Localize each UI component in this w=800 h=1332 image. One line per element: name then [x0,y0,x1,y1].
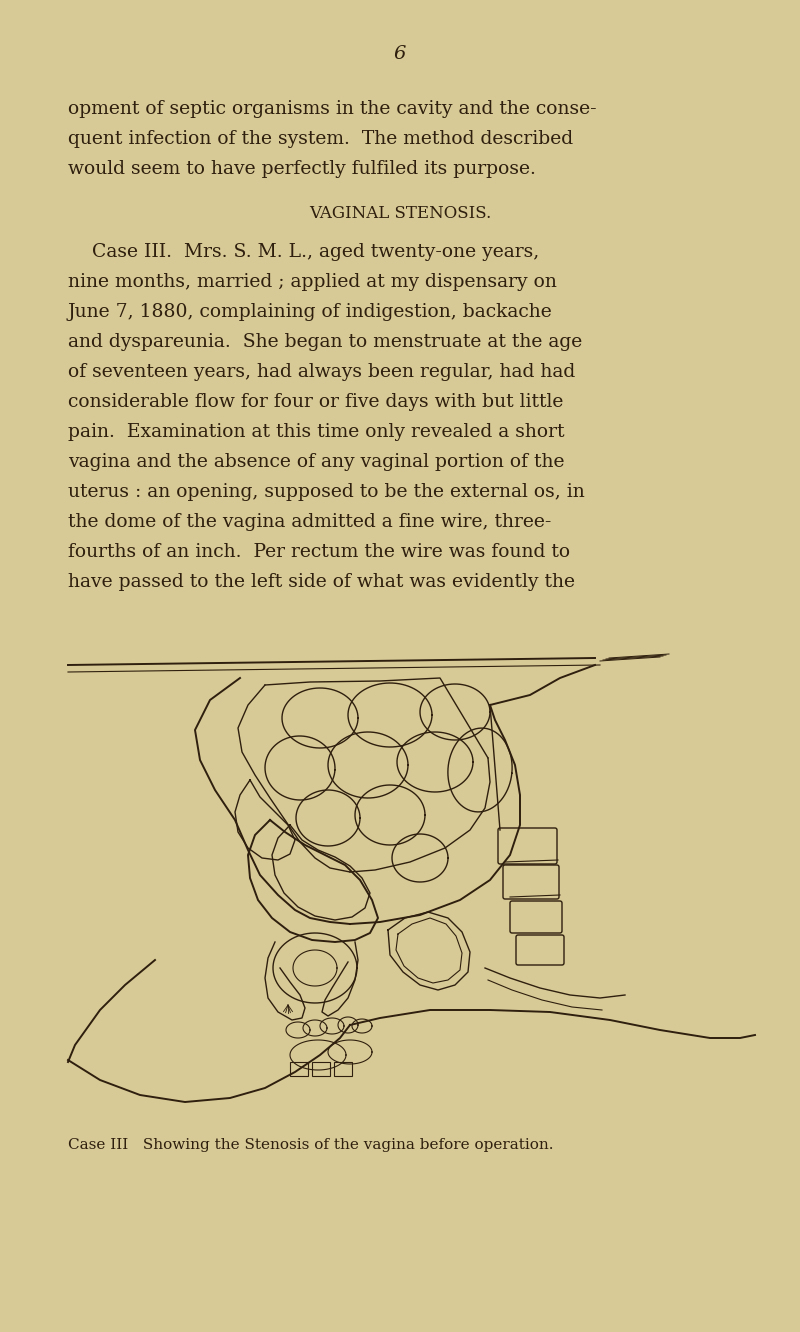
Text: would seem to have perfectly fulfiled its purpose.: would seem to have perfectly fulfiled it… [68,160,536,178]
Text: of seventeen years, had always been regular, had had: of seventeen years, had always been regu… [68,364,575,381]
Bar [334,1062,352,1076]
Text: pain.  Examination at this time only revealed a short: pain. Examination at this time only reve… [68,424,565,441]
Text: uterus : an opening, supposed to be the external os, in: uterus : an opening, supposed to be the … [68,484,585,501]
Text: fourths of an inch.  Per rectum the wire was found to: fourths of an inch. Per rectum the wire … [68,543,570,561]
Text: opment of septic organisms in the cavity and the conse-: opment of septic organisms in the cavity… [68,100,597,119]
Text: June 7, 1880, complaining of indigestion, backache: June 7, 1880, complaining of indigestion… [68,302,553,321]
Text: and dyspareunia.  She began to menstruate at the age: and dyspareunia. She began to menstruate… [68,333,582,352]
Text: quent infection of the system.  The method described: quent infection of the system. The metho… [68,131,573,148]
Text: have passed to the left side of what was evidently the: have passed to the left side of what was… [68,573,575,591]
Text: vagina and the absence of any vaginal portion of the: vagina and the absence of any vaginal po… [68,453,565,472]
Text: VAGINAL STENOSIS.: VAGINAL STENOSIS. [309,205,491,222]
Bar [290,1062,308,1076]
Text: Case III.  Mrs. S. M. L., aged twenty-one years,: Case III. Mrs. S. M. L., aged twenty-one… [68,242,539,261]
Text: 6: 6 [394,45,406,63]
Text: nine months, married ; applied at my dispensary on: nine months, married ; applied at my dis… [68,273,557,290]
Bar [312,1062,330,1076]
Text: Case III   Showing the Stenosis of the vagina before operation.: Case III Showing the Stenosis of the vag… [68,1138,554,1152]
Text: the dome of the vagina admitted a fine wire, three-: the dome of the vagina admitted a fine w… [68,513,551,531]
Text: considerable flow for four or five days with but little: considerable flow for four or five days … [68,393,563,412]
